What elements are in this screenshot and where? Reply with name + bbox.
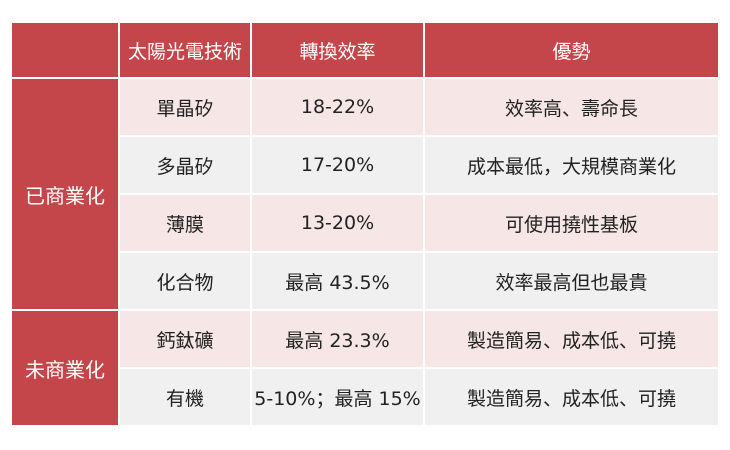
advantage-cell: 效率高、壽命長 [423, 77, 720, 137]
tech-cell: 單晶矽 [118, 77, 252, 137]
advantage-cell: 成本最低，大規模商業化 [423, 135, 720, 195]
table-row: 有機 5-10%；最高 15% 製造簡易、成本低、可撓 [11, 367, 720, 427]
advantage-cell: 製造簡易、成本低、可撓 [423, 309, 720, 369]
efficiency-cell: 最高 43.5% [250, 251, 425, 311]
table-row: 未商業化 鈣鈦礦 最高 23.3% 製造簡易、成本低、可撓 [10, 309, 720, 427]
header-row: 太陽光電技術 轉換效率 優勢 [10, 21, 720, 79]
efficiency-cell: 17-20% [250, 135, 425, 195]
efficiency-cell: 5-10%；最高 15% [250, 367, 425, 427]
table-row: 已商業化 單晶矽 18-22% 效率高、壽命長 [10, 77, 720, 311]
efficiency-cell: 18-22% [250, 77, 425, 137]
solar-tech-table: 太陽光電技術 轉換效率 優勢 已商業化 單晶矽 18-22% 效率高、壽命長 多… [10, 21, 720, 427]
table-row: 多晶矽 17-20% 成本最低，大規模商業化 [11, 135, 720, 195]
tech-cell: 化合物 [118, 251, 252, 311]
header-corner [10, 21, 120, 79]
header-advantage: 優勢 [423, 21, 720, 79]
efficiency-cell: 最高 23.3% [250, 309, 425, 369]
efficiency-cell: 13-20% [250, 193, 425, 253]
group-label-commercial: 已商業化 [10, 77, 120, 311]
header-tech: 太陽光電技術 [118, 21, 252, 79]
advantage-cell: 製造簡易、成本低、可撓 [423, 367, 720, 427]
header-efficiency: 轉換效率 [250, 21, 425, 79]
advantage-cell: 效率最高但也最貴 [423, 251, 720, 311]
tech-cell: 有機 [118, 367, 252, 427]
solar-tech-table-container: 太陽光電技術 轉換效率 優勢 已商業化 單晶矽 18-22% 效率高、壽命長 多… [10, 21, 720, 427]
group-label-noncommercial: 未商業化 [10, 309, 120, 427]
advantage-cell: 可使用撓性基板 [423, 193, 720, 253]
table-row: 薄膜 13-20% 可使用撓性基板 [11, 193, 720, 253]
tech-cell: 鈣鈦礦 [118, 309, 252, 369]
tech-cell: 多晶矽 [118, 135, 252, 195]
tech-cell: 薄膜 [118, 193, 252, 253]
table-row: 化合物 最高 43.5% 效率最高但也最貴 [11, 251, 720, 311]
